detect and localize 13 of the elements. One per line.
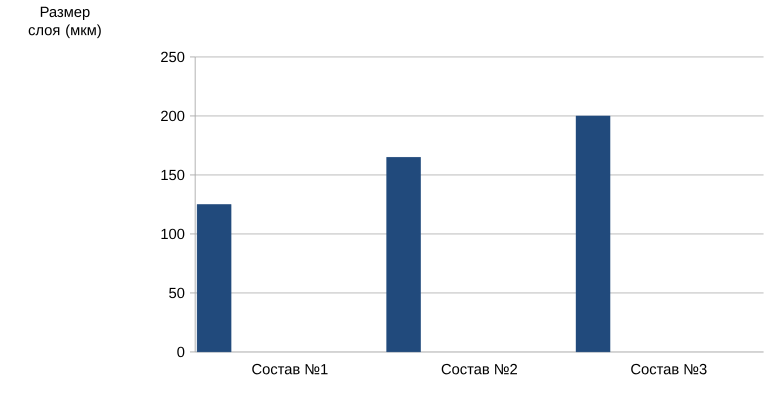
bar: [386, 157, 421, 352]
bar: [576, 116, 610, 352]
y-tick-label: 250: [161, 52, 184, 62]
y-tick-label: 100: [161, 228, 184, 240]
y-axis-title: Размер слоя (мкм): [28, 6, 101, 38]
y-tick-label: 50: [169, 288, 184, 298]
x-tick-label: Состав №1: [252, 364, 328, 374]
x-tick-label: Состав №3: [631, 364, 707, 374]
y-tick-label: 200: [161, 110, 184, 122]
x-tick-label: Состав №2: [442, 364, 517, 374]
bar: [196, 204, 232, 352]
y-tick-label: 150: [161, 170, 184, 180]
y-tick-label: 0: [177, 346, 184, 358]
